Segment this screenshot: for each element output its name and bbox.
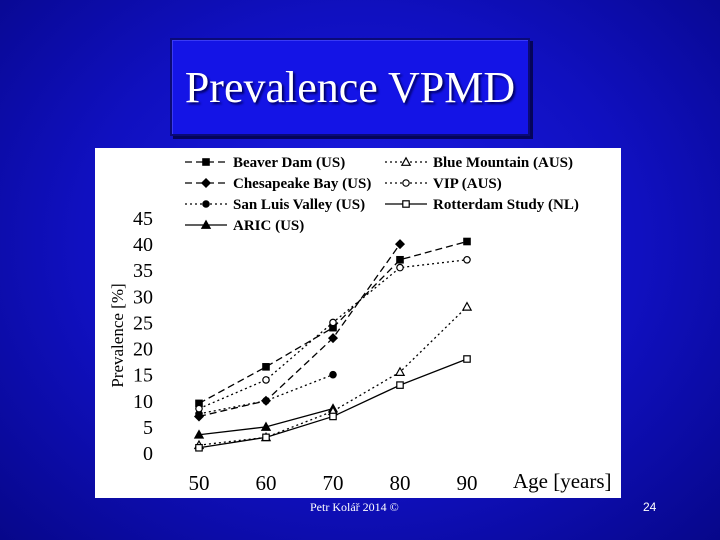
data-point (262, 363, 270, 371)
data-point (396, 263, 404, 272)
legend-label: Rotterdam Study (NL) (433, 197, 579, 213)
slide-title: Prevalence VPMD (184, 62, 516, 112)
legend-label: ARIC (US) (233, 218, 304, 234)
data-point (463, 255, 471, 264)
legend-label: Blue Mountain (AUS) (433, 155, 573, 171)
y-tick-label: 20 (133, 339, 153, 361)
legend-item: Chesapeake Bay (US) (185, 176, 371, 192)
chart-legend: Beaver Dam (US) Chesapeake Bay (US) San Lu… (185, 155, 579, 234)
data-point (195, 443, 203, 452)
data-point (396, 381, 404, 389)
legend-item: ARIC (US) (185, 218, 304, 234)
x-tick-label: 60 (256, 471, 277, 495)
y-tick-label: 45 (133, 208, 153, 230)
data-point (327, 333, 339, 344)
data-point (396, 255, 404, 264)
chart-axes: 0 5 10 15 20 25 30 35 40 45 50 60 70 80 90 (133, 208, 478, 495)
slide-title-box: Prevalence VPMD (170, 38, 530, 136)
chart-panel: Beaver Dam (US) Chesapeake Bay (US) San Lu… (95, 148, 621, 498)
y-tick-label: 5 (143, 417, 153, 439)
data-point (394, 366, 406, 376)
data-point (193, 429, 205, 439)
legend-label: Beaver Dam (US) (233, 155, 345, 171)
legend-item: Rotterdam Study (NL) (385, 197, 579, 213)
data-point (394, 239, 406, 250)
legend-item: Blue Mountain (AUS) (385, 155, 573, 171)
x-tick-label: 50 (189, 471, 210, 495)
footer-credit: Petr Kolář 2014 © (310, 500, 399, 514)
legend-label: San Luis Valley (US) (233, 197, 365, 213)
x-tick-label: 80 (390, 471, 411, 495)
legend-label: Chesapeake Bay (US) (233, 176, 371, 192)
data-point (329, 370, 337, 379)
x-tick-label: 70 (323, 471, 344, 495)
data-point (463, 355, 471, 363)
data-point (329, 412, 337, 421)
series-group (195, 355, 471, 452)
legend-marker (202, 158, 210, 166)
series-group (193, 239, 406, 422)
data-point (262, 396, 270, 405)
data-point (262, 376, 270, 384)
prevalence-chart: Beaver Dam (US) Chesapeake Bay (US) San Lu… (108, 155, 612, 495)
legend-item: Beaver Dam (US) (185, 155, 345, 171)
series-group (195, 370, 337, 418)
legend-marker (402, 200, 410, 208)
data-point (463, 237, 471, 246)
chart-series (193, 237, 473, 452)
y-tick-label: 35 (133, 260, 153, 282)
series-line (198, 243, 401, 418)
x-tick-label: 90 (457, 471, 478, 495)
legend-marker (202, 200, 210, 208)
legend-marker (200, 219, 212, 229)
x-axis-label: Age [years] (513, 469, 612, 493)
legend-marker (400, 156, 412, 166)
legend-item: San Luis Valley (US) (185, 197, 365, 213)
y-tick-label: 15 (133, 365, 153, 387)
data-point (262, 433, 270, 442)
y-tick-label: 40 (133, 234, 153, 256)
y-tick-label: 30 (133, 286, 153, 308)
data-point (195, 404, 203, 413)
y-tick-label: 25 (133, 312, 153, 334)
data-point (260, 421, 272, 431)
y-tick-label: 0 (143, 443, 153, 465)
legend-label: VIP (AUS) (433, 176, 502, 192)
legend-item: VIP (AUS) (385, 176, 502, 192)
page-number: 24 (643, 500, 657, 514)
y-axis-label: Prevalence [%] (108, 283, 127, 387)
series-line (198, 240, 468, 404)
series-group (195, 255, 471, 413)
legend-marker (200, 177, 212, 189)
legend-marker (402, 179, 410, 187)
data-point (461, 301, 473, 311)
y-tick-label: 10 (133, 391, 153, 413)
data-point (329, 318, 337, 327)
series-line (198, 374, 334, 415)
